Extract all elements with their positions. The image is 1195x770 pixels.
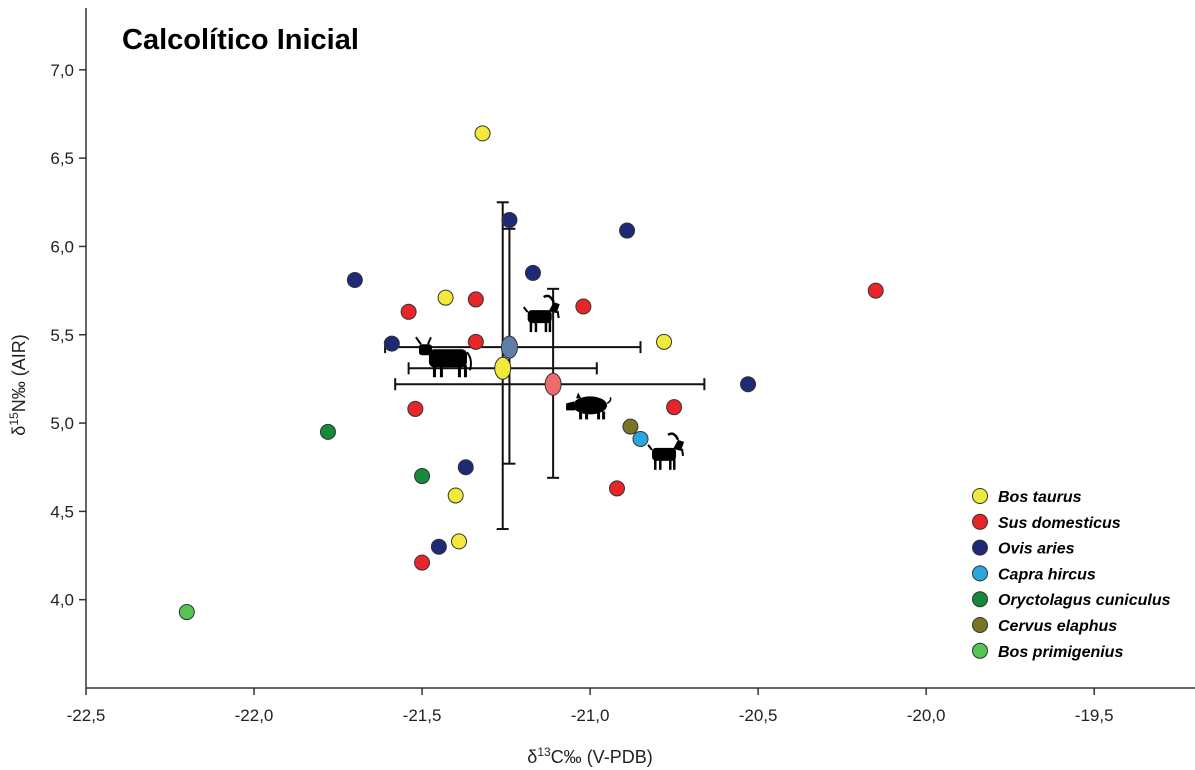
legend: Bos taurus Sus domesticus Ovis aries Capra … bbox=[972, 488, 1171, 661]
pig-icon bbox=[566, 392, 612, 420]
x-tick-label: -22,5 bbox=[67, 706, 106, 725]
point-oryctolagus-cuniculus bbox=[414, 468, 431, 485]
cow-icon bbox=[415, 336, 472, 378]
mean-marker bbox=[494, 356, 512, 380]
point-bos-taurus bbox=[656, 333, 673, 350]
point-sus-domesticus bbox=[666, 399, 683, 416]
point-sus-domesticus bbox=[407, 400, 424, 417]
point-sus-domesticus bbox=[400, 303, 417, 320]
mean-markers bbox=[494, 335, 562, 396]
y-axis-label: δ15N‰ (AIR) bbox=[7, 334, 29, 435]
point-sus-domesticus bbox=[575, 298, 592, 315]
x-axis-label: δ13C‰ (V-PDB) bbox=[527, 745, 652, 767]
point-capra-hircus bbox=[632, 430, 649, 447]
legend-label: Ovis aries bbox=[998, 541, 1075, 558]
y-tick-label: 7,0 bbox=[50, 61, 74, 80]
x-tick-label: -19,5 bbox=[1075, 706, 1114, 725]
legend-label: Cervus elaphus bbox=[998, 618, 1117, 635]
legend-label: Sus domesticus bbox=[998, 515, 1121, 532]
point-sus-domesticus bbox=[414, 554, 431, 571]
point-sus-domesticus bbox=[467, 291, 484, 308]
point-ovis-aries bbox=[346, 272, 363, 288]
point-ovis-aries bbox=[619, 222, 636, 239]
x-tick-label: -20,0 bbox=[907, 706, 946, 725]
legend-swatch bbox=[972, 513, 988, 530]
animal-silhouettes bbox=[415, 294, 685, 470]
y-tick-label: 6,0 bbox=[50, 237, 74, 256]
point-cervus-elaphus bbox=[622, 418, 639, 435]
y-tick-label: 6,5 bbox=[50, 149, 74, 168]
point-ovis-aries bbox=[740, 376, 757, 393]
point-bos-primigenius bbox=[178, 604, 195, 621]
y-tick-label: 4,5 bbox=[50, 502, 74, 521]
mean-marker bbox=[500, 335, 518, 359]
y-tick-label: 4,0 bbox=[50, 591, 74, 610]
legend-label: Oryctolagus cuniculus bbox=[998, 592, 1171, 609]
point-sus-domesticus bbox=[608, 480, 625, 497]
legend-label: Bos primigenius bbox=[998, 644, 1123, 661]
data-points bbox=[178, 125, 884, 621]
point-ovis-aries bbox=[430, 538, 447, 555]
point-sus-domesticus bbox=[867, 282, 884, 299]
y-ticks: 4,0 4,5 5,0 5,5 6,0 6,5 7,0 bbox=[50, 61, 86, 610]
point-ovis-aries bbox=[457, 459, 474, 476]
point-bos-taurus bbox=[474, 125, 491, 142]
y-tick-label: 5,5 bbox=[50, 326, 74, 345]
x-tick-label: -20,5 bbox=[739, 706, 778, 725]
point-bos-taurus bbox=[447, 487, 464, 504]
legend-swatch bbox=[972, 565, 988, 582]
point-ovis-aries bbox=[524, 264, 541, 281]
legend-swatch bbox=[972, 488, 988, 504]
legend-label: Capra hircus bbox=[998, 566, 1096, 583]
y-tick-label: 5,0 bbox=[50, 414, 74, 433]
legend-swatch bbox=[972, 539, 988, 556]
x-tick-label: -21,5 bbox=[403, 706, 442, 725]
legend-swatch bbox=[972, 642, 988, 659]
goat-icon bbox=[647, 432, 685, 470]
chart-title: Calcolítico Inicial bbox=[122, 24, 359, 56]
x-ticks: -22,5 -22,0 -21,5 -21,0 -20,5 -20,0 -19,5 bbox=[67, 688, 1114, 725]
legend-swatch bbox=[972, 617, 988, 633]
point-bos-taurus bbox=[437, 289, 454, 306]
mean-marker bbox=[544, 372, 562, 396]
legend-swatch bbox=[972, 591, 988, 608]
legend-label: Bos taurus bbox=[998, 489, 1082, 506]
goat-icon bbox=[522, 294, 560, 333]
point-ovis-aries bbox=[383, 335, 400, 352]
x-tick-label: -22,0 bbox=[235, 706, 274, 725]
point-oryctolagus-cuniculus bbox=[319, 423, 336, 440]
point-sus-domesticus bbox=[467, 333, 484, 350]
point-ovis-aries bbox=[501, 211, 518, 228]
x-tick-label: -21,0 bbox=[571, 706, 610, 725]
point-bos-taurus bbox=[451, 533, 468, 550]
